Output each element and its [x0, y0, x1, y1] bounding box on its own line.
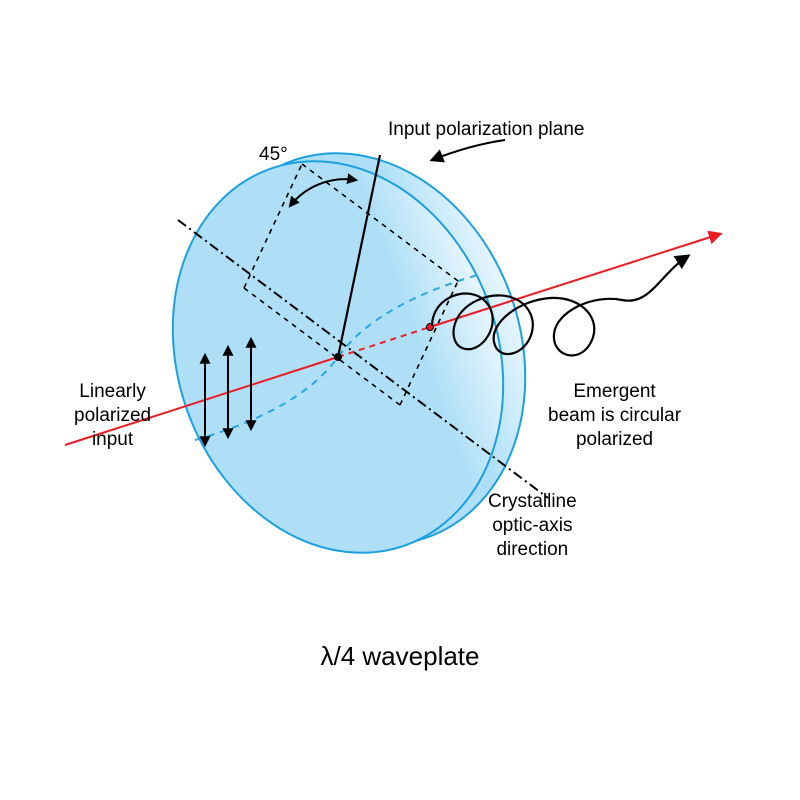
input-plane-label: Input polarization plane: [388, 118, 584, 142]
center-dot-front: [334, 353, 342, 361]
optic-axis-label: Crystalline optic-axis direction: [488, 490, 577, 561]
emergent-label: Emergent beam is circular polarized: [548, 380, 681, 451]
angle-label: 45°: [259, 143, 288, 167]
callout-input-plane: [432, 140, 505, 160]
diagram-title: λ/4 waveplate: [0, 640, 800, 673]
linear-input-label: Linearly polarized input: [74, 380, 151, 451]
